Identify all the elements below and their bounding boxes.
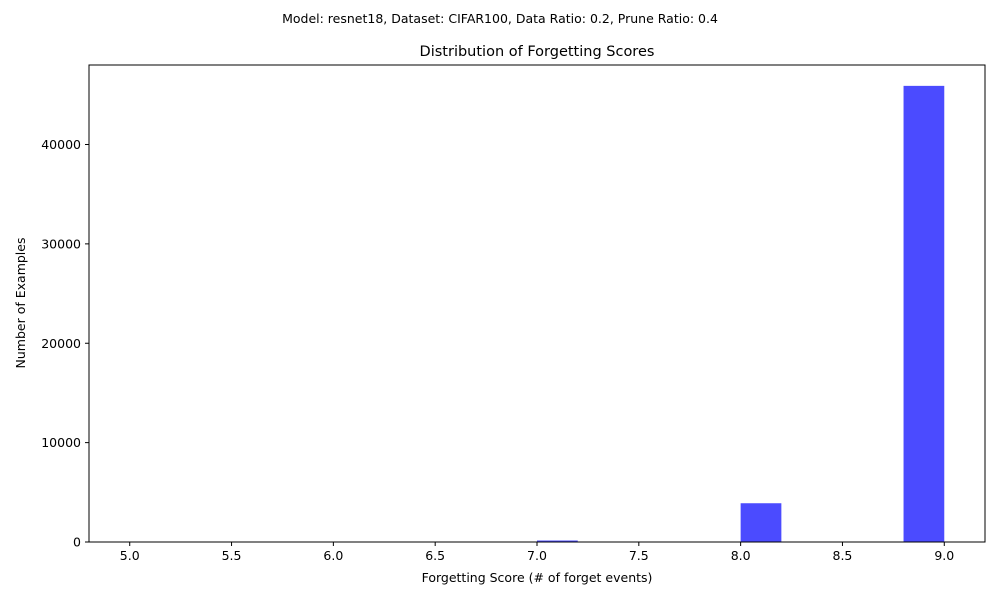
bars-group	[537, 85, 945, 543]
x-tick-label: 5.5	[222, 548, 242, 563]
x-axis-label: Forgetting Score (# of forget events)	[422, 570, 653, 585]
histogram-bar	[537, 540, 578, 542]
y-tick-label: 0	[73, 535, 81, 550]
x-tick-label: 6.5	[425, 548, 445, 563]
y-tick-label: 40000	[41, 137, 81, 152]
histogram-bar	[740, 503, 782, 542]
y-tick-label: 20000	[41, 336, 81, 351]
x-tick-label: 7.0	[527, 548, 547, 563]
chart-title: Distribution of Forgetting Scores	[420, 44, 655, 60]
x-tick-label: 5.0	[120, 548, 140, 563]
figure-suptitle: Model: resnet18, Dataset: CIFAR100, Data…	[282, 11, 718, 26]
y-tick-label: 30000	[41, 236, 81, 251]
y-axis-ticks: 0 10000 20000 30000 40000	[41, 137, 89, 550]
x-tick-label: 9.0	[934, 548, 954, 563]
y-tick-label: 10000	[41, 435, 81, 450]
x-axis-ticks: 5.0 5.5 6.0 6.5 7.0 7.5 8.0 8.5 9.0	[120, 542, 954, 563]
y-axis-label: Number of Examples	[13, 238, 28, 369]
x-tick-label: 8.0	[731, 548, 751, 563]
x-tick-label: 6.0	[323, 548, 343, 563]
plot-area-frame	[88, 64, 986, 543]
x-tick-label: 8.5	[833, 548, 853, 563]
x-tick-label: 7.5	[629, 548, 649, 563]
histogram-bar	[903, 85, 945, 543]
